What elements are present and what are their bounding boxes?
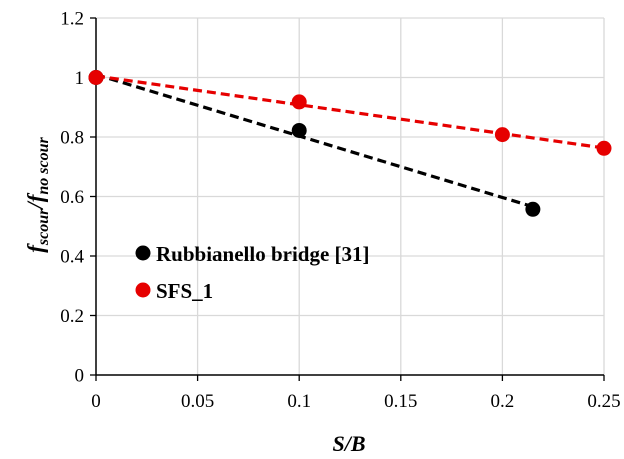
y-axis-title-slash: /	[23, 200, 48, 211]
x-tick-label: 0.1	[287, 391, 311, 412]
y-axis-title-f2: f	[23, 192, 48, 202]
y-tick-label: 0.6	[60, 187, 84, 208]
axes	[90, 17, 605, 381]
data-point-series-1	[596, 140, 612, 156]
y-tick-label: 0.8	[60, 128, 84, 149]
x-tick-label: 0.15	[384, 391, 417, 412]
y-tick-labels: 0 0.2 0.4 0.6 0.8 1 1.2	[60, 9, 84, 387]
data-point-series-0	[291, 122, 307, 138]
y-tick-label: 1	[75, 68, 85, 89]
y-axis-title-sub1: scour	[35, 208, 52, 246]
x-tick-label: 0.05	[181, 391, 214, 412]
trendline-series-1	[95, 74, 605, 150]
trendlines	[95, 72, 605, 209]
data-point-series-1	[291, 94, 307, 110]
x-axis-title: S/B	[332, 431, 365, 456]
x-tick-label: 0.25	[587, 391, 620, 412]
x-tick-labels: 0 0.05 0.1 0.15 0.2 0.25	[91, 391, 620, 412]
data-point-series-1	[88, 70, 104, 85]
x-tick-label: 0.2	[491, 391, 515, 412]
grid-lines	[96, 17, 605, 375]
legend-marker-sfs1	[135, 282, 151, 298]
data-points	[88, 70, 612, 217]
x-tick-label: 0	[91, 391, 101, 412]
y-tick-label: 1.2	[60, 9, 84, 30]
y-axis-title: fscour/fno scour	[23, 136, 52, 252]
legend-marker-rubbianello	[135, 245, 151, 261]
data-point-series-0	[525, 201, 541, 217]
y-tick-label: 0.2	[60, 306, 84, 327]
y-tick-label: 0	[75, 366, 85, 387]
y-axis-title-f1: f	[23, 243, 48, 253]
trendline-series-0	[95, 72, 534, 209]
legend-label-rubbianello: Rubbianello bridge [31]	[156, 242, 370, 266]
y-tick-label: 0.4	[60, 247, 84, 268]
legend: Rubbianello bridge [31] SFS_1	[135, 242, 370, 303]
y-axis-title-sub2: no scour	[35, 136, 52, 194]
data-point-series-1	[494, 127, 510, 143]
legend-label-sfs1: SFS_1	[156, 279, 213, 303]
